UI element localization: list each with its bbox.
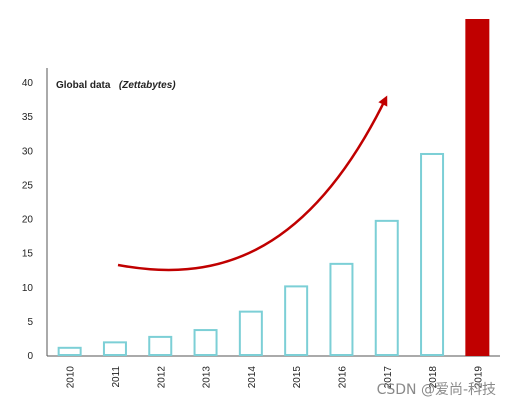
bar	[420, 152, 445, 356]
y-tick-label: 10	[22, 283, 34, 294]
y-tick-label: 30	[22, 146, 34, 157]
y-tick-label: 20	[22, 215, 34, 226]
x-tick-labels: 2010 2011 2012 2013 2014 2015 2016 2017 2018 2019	[66, 366, 485, 389]
y-tick-labels: 0 5 10 15 20 25 30 35 40	[22, 78, 34, 362]
x-tick-label: 2015	[292, 366, 303, 389]
bars	[57, 19, 490, 357]
bar	[329, 262, 354, 356]
y-tick-label: 15	[22, 249, 34, 260]
y-tick-label: 0	[27, 351, 33, 362]
bar	[148, 335, 173, 357]
bar	[193, 329, 218, 357]
x-tick-label: 2018	[428, 366, 439, 389]
highlight-bar	[465, 19, 490, 356]
y-tick-label: 25	[22, 180, 34, 191]
annotation-title-main: Global data	[56, 80, 111, 91]
x-tick-label: 2012	[156, 366, 167, 389]
chart-annotation: Global data (Zettabytes)	[56, 75, 176, 92]
bar	[57, 346, 82, 356]
growth-arrow	[117, 95, 388, 272]
annotation-title: Global data (Zettabytes)	[56, 75, 176, 92]
x-tick-label: 2017	[383, 366, 394, 389]
x-tick-label: 2010	[66, 366, 77, 389]
x-tick-label: 2011	[111, 366, 122, 388]
y-tick-label: 40	[22, 78, 34, 89]
x-tick-label: 2014	[247, 366, 258, 389]
bar	[102, 341, 127, 357]
x-tick-label: 2013	[202, 366, 213, 389]
bar	[284, 285, 309, 357]
x-tick-label: 2016	[337, 366, 348, 389]
y-tick-label: 5	[27, 317, 33, 328]
bar	[374, 219, 399, 356]
annotation-title-unit: (Zettabytes)	[119, 80, 176, 91]
y-tick-label: 35	[22, 112, 34, 123]
bar	[238, 310, 263, 357]
x-tick-label: 2019	[473, 366, 484, 389]
